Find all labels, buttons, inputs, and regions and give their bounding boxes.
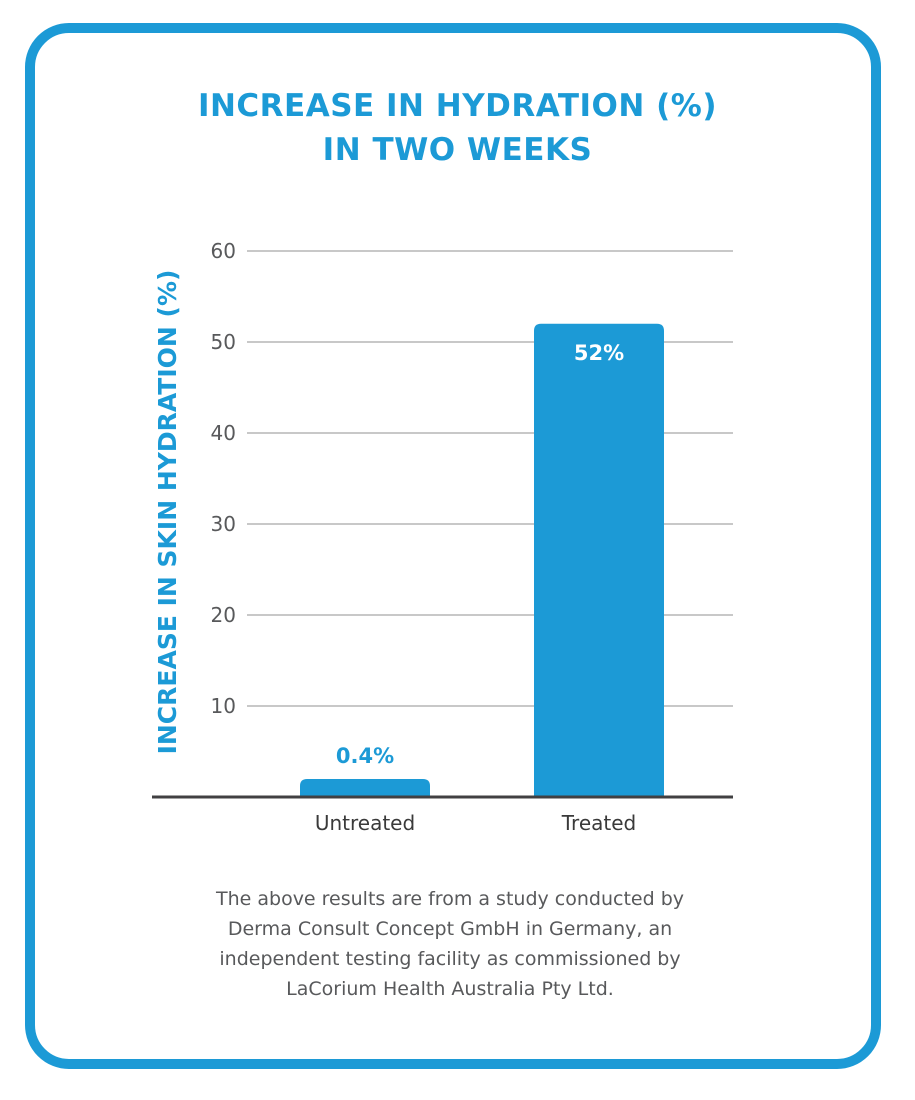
footnote-line-4: LaCorium Health Australia Pty Ltd. [286, 978, 614, 1000]
footnote-line-1: The above results are from a study condu… [215, 888, 684, 910]
y-tick-label-10: 10 [211, 694, 236, 718]
y-tick-label-40: 40 [211, 421, 236, 445]
x-category-label-untreated: Untreated [315, 811, 415, 835]
chart-title: INCREASE IN HYDRATION (%) IN TWO WEEKS [0, 84, 915, 172]
y-axis-label: INCREASE IN SKIN HYDRATION (%) [153, 270, 182, 755]
data-label-untreated: 0.4% [336, 744, 394, 768]
chart-title-line-1: INCREASE IN HYDRATION (%) [197, 88, 718, 124]
bar-untreated [300, 779, 430, 797]
study-footnote: The above results are from a study condu… [130, 884, 770, 1004]
bar-chart: 10 20 30 40 50 60 0.4% Untreated 52% Treated INCRE… [152, 239, 733, 835]
data-label-treated: 52% [574, 341, 624, 365]
footnote-line-2: Derma Consult Concept GmbH in Germany, a… [227, 918, 673, 940]
chart-title-line-2: IN TWO WEEKS [322, 132, 593, 168]
y-tick-label-30: 30 [211, 512, 236, 536]
x-category-label-treated: Treated [561, 811, 636, 835]
footnote-line-3: independent testing facility as commissi… [219, 948, 681, 970]
y-tick-label-20: 20 [211, 603, 236, 627]
y-tick-label-50: 50 [211, 330, 236, 354]
y-tick-label-60: 60 [211, 239, 236, 263]
bar-treated [534, 323, 664, 797]
chart-card [25, 23, 881, 1069]
